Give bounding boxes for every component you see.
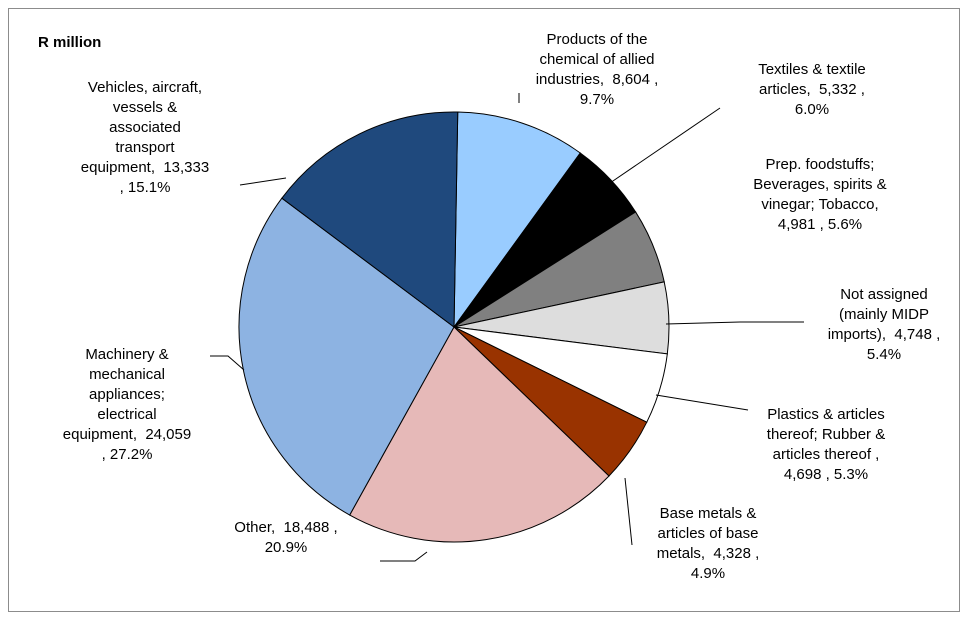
pie-slice-8 [238, 197, 455, 516]
pie-slice-7 [349, 326, 610, 543]
pie-slice-1 [453, 111, 581, 329]
leader-line-8 [210, 355, 245, 371]
chart-title: R million [38, 34, 102, 51]
leader-line-4 [665, 321, 804, 325]
slice-label-8: Machinery & mechanical appliances; elect… [62, 346, 192, 463]
leader-line-9 [239, 177, 287, 186]
slice-label-9: Vehicles, aircraft, vessels & associated… [80, 79, 210, 196]
slice-label-4: Not assigned (mainly MIDP imports), 4,74… [827, 286, 941, 363]
leader-line-7 [380, 551, 428, 562]
leader-line-2 [609, 107, 721, 184]
slice-label-7: Other, 18,488 , 20.9% [234, 519, 338, 556]
leader-line-5 [655, 394, 749, 411]
pie-slice-9 [281, 111, 459, 328]
slice-label-3: Prep. foodstuffs; Beverages, spirits & v… [753, 156, 887, 233]
slice-label-1: Products of the chemical of allied indus… [535, 31, 659, 108]
slice-label-5: Plastics & articles thereof; Rubber & ar… [766, 406, 886, 483]
slice-label-6: Base metals & articles of base metals, 4… [656, 505, 760, 582]
leader-line-6 [624, 477, 633, 546]
slice-label-2: Textiles & textile articles, 5,332 , 6.0… [758, 61, 866, 118]
